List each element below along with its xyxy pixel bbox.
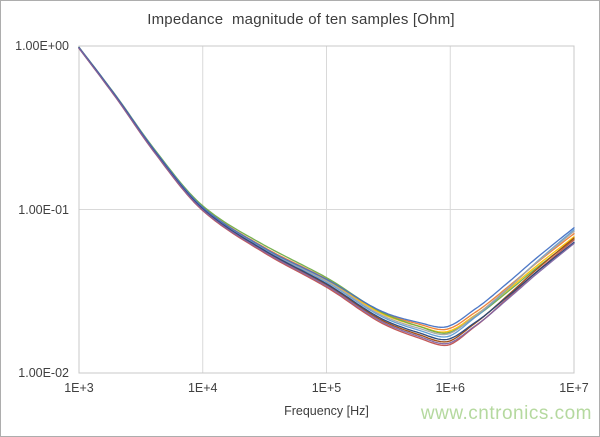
- y-axis-tick-label: 1.00E-01: [18, 202, 69, 217]
- x-axis-tick-label: 1E+7: [559, 381, 589, 395]
- impedance-curve-sample-1: [78, 46, 575, 328]
- x-axis-title: Frequency [Hz]: [284, 404, 369, 418]
- y-axis-tick-label: 1.00E+00: [15, 39, 69, 53]
- x-axis-tick-label: 1E+6: [435, 381, 466, 395]
- y-axis-tick-label: 1.00E-02: [18, 366, 69, 380]
- x-axis-tick-label: 1E+3: [64, 381, 94, 395]
- watermark: www.cntronics.com: [420, 403, 592, 424]
- x-axis-tick-label: 1E+5: [311, 381, 342, 395]
- x-axis-tick-label: 1E+4: [187, 381, 218, 395]
- plot-border: [78, 45, 575, 374]
- chart-title: Impedance magnitude of ten samples [Ohm]: [147, 11, 455, 28]
- impedance-curve-sample-9: [78, 47, 575, 345]
